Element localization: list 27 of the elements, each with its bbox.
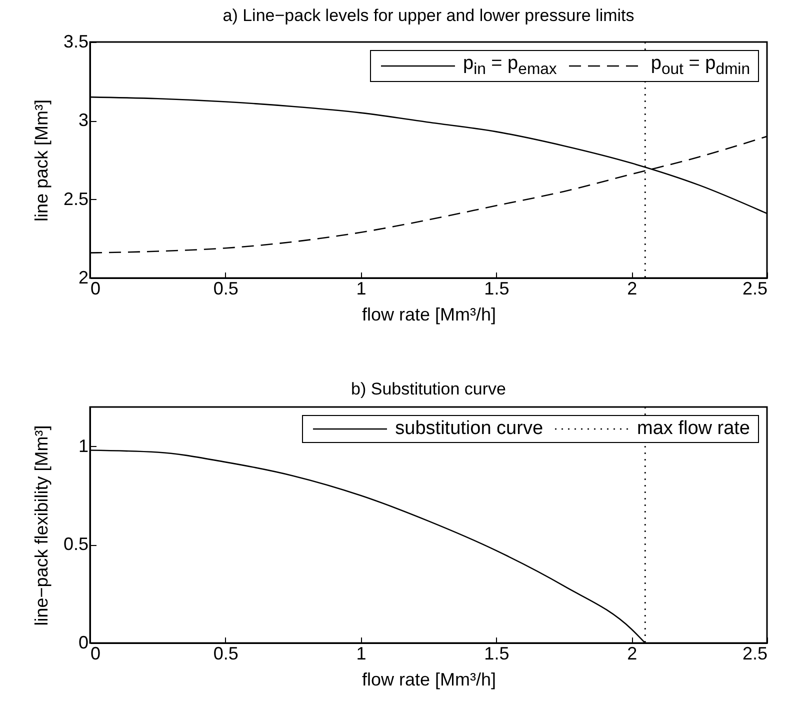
chart-title: b) Substitution curve (351, 379, 506, 398)
x-tick-label: 1.5 (484, 278, 510, 298)
x-tick-label: 2 (627, 644, 638, 664)
legend-label: p$_{out}$ = p$_{dmin}$ (650, 53, 750, 79)
x-tick-label: 1.5 (484, 644, 510, 664)
x-axis-title: flow rate [Mm³/h] (362, 304, 496, 324)
ref-line-label: max flow rate (637, 418, 750, 440)
x-tick-label: 2.5 (742, 644, 768, 664)
y-tick-label: 3 (78, 110, 88, 130)
x-tick-label: 1 (356, 278, 366, 298)
y-tick-label: 0.5 (63, 534, 88, 554)
y-tick-label: 3.5 (63, 32, 88, 52)
x-tick-label: 1 (356, 644, 366, 664)
y-axis-title: line pack [Mm³] (31, 99, 52, 222)
x-axis-title: flow rate [Mm³/h] (362, 670, 496, 690)
y-axis-title: line−pack flexibility [Mm³] (31, 425, 52, 626)
y-tick-label: 1 (78, 436, 88, 456)
x-tick-label: 0.5 (213, 644, 238, 664)
chart-title: a) Line−pack levels for upper and lower pressure limits (222, 6, 634, 25)
legend-label: substitution curve (395, 418, 544, 440)
x-tick-label: 0 (90, 644, 101, 664)
y-tick-label: 2.5 (63, 188, 88, 209)
x-tick-label: 2.5 (742, 278, 768, 298)
x-tick-label: 2 (627, 278, 638, 298)
x-tick-label: 0 (90, 278, 101, 298)
x-tick-label: 0.5 (213, 278, 238, 298)
legend-label: p$_{in}$ = p$_{emax}$ (463, 53, 557, 79)
